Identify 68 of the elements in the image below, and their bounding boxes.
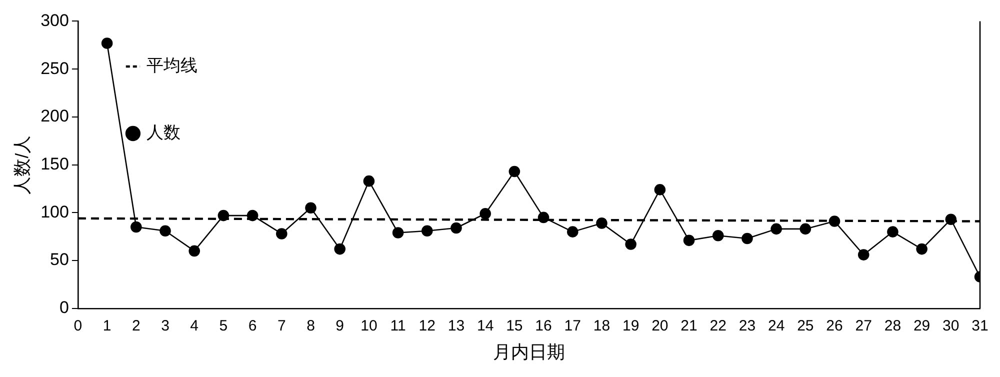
point [508, 166, 520, 178]
x-tick-label: 0 [74, 318, 82, 335]
x-tick-label: 9 [336, 318, 344, 335]
x-tick-label: 21 [680, 318, 698, 335]
x-tick-label: 22 [710, 318, 726, 335]
point [538, 212, 550, 224]
y-tick-label: 200 [40, 106, 69, 126]
point [683, 234, 695, 246]
point [276, 228, 288, 240]
y-tick-label: 50 [50, 250, 69, 270]
x-tick-label: 12 [418, 318, 436, 335]
y-tick-label: 0 [59, 298, 69, 318]
x-tick-label: 24 [768, 318, 785, 335]
point [363, 175, 375, 187]
x-tick-label: 6 [248, 318, 257, 335]
point [160, 225, 171, 237]
point [800, 223, 812, 235]
legend-label: 平均线 [146, 56, 198, 76]
point [742, 232, 753, 244]
point [858, 249, 870, 260]
x-tick-label: 4 [190, 318, 199, 335]
point [654, 184, 666, 196]
x-tick-label: 16 [535, 318, 552, 335]
x-axis-title: 月内日期 [492, 342, 565, 362]
x-tick-label: 31 [972, 318, 988, 335]
x-tick-label: 2 [132, 318, 140, 335]
x-tick-label: 18 [593, 318, 610, 335]
point [887, 226, 898, 238]
y-axis-title: 人数/人 [12, 135, 32, 194]
point [101, 38, 113, 49]
x-tick-label: 27 [855, 318, 872, 335]
x-tick-label: 29 [913, 318, 930, 335]
x-tick-label: 13 [448, 318, 465, 335]
x-tick-label: 20 [652, 318, 668, 335]
x-tick-label: 26 [826, 318, 843, 335]
x-tick-label: 25 [797, 318, 814, 335]
x-tick-label: 30 [942, 318, 960, 335]
point [450, 222, 462, 234]
point [625, 238, 636, 250]
point [480, 208, 491, 220]
y-tick-label: 150 [40, 154, 69, 174]
x-tick-label: 23 [738, 318, 756, 335]
x-tick-label: 11 [390, 318, 406, 335]
point [305, 202, 316, 214]
x-tick-label: 1 [102, 318, 112, 335]
x-tick-label: 5 [219, 318, 228, 335]
x-tick-label: 8 [306, 318, 315, 335]
x-tick-label: 14 [476, 318, 494, 335]
point [916, 243, 928, 255]
x-tick-label: 10 [360, 318, 378, 335]
y-tick-label: 300 [40, 10, 69, 30]
point [421, 225, 433, 237]
point [712, 230, 724, 242]
y-tick-label: 250 [40, 58, 69, 78]
x-tick-label: 7 [277, 318, 286, 335]
x-tick-label: 17 [564, 318, 581, 335]
x-tick-label: 3 [161, 318, 170, 335]
point [334, 243, 346, 255]
x-tick-label: 28 [884, 318, 902, 335]
point [130, 221, 142, 233]
x-tick-label: 19 [622, 318, 640, 335]
point [392, 227, 404, 238]
point [188, 245, 200, 257]
y-tick-label: 100 [40, 202, 69, 222]
legend-label: 人数 [146, 123, 180, 142]
point [566, 226, 578, 238]
point [770, 223, 782, 235]
x-tick-label: 15 [506, 318, 523, 335]
